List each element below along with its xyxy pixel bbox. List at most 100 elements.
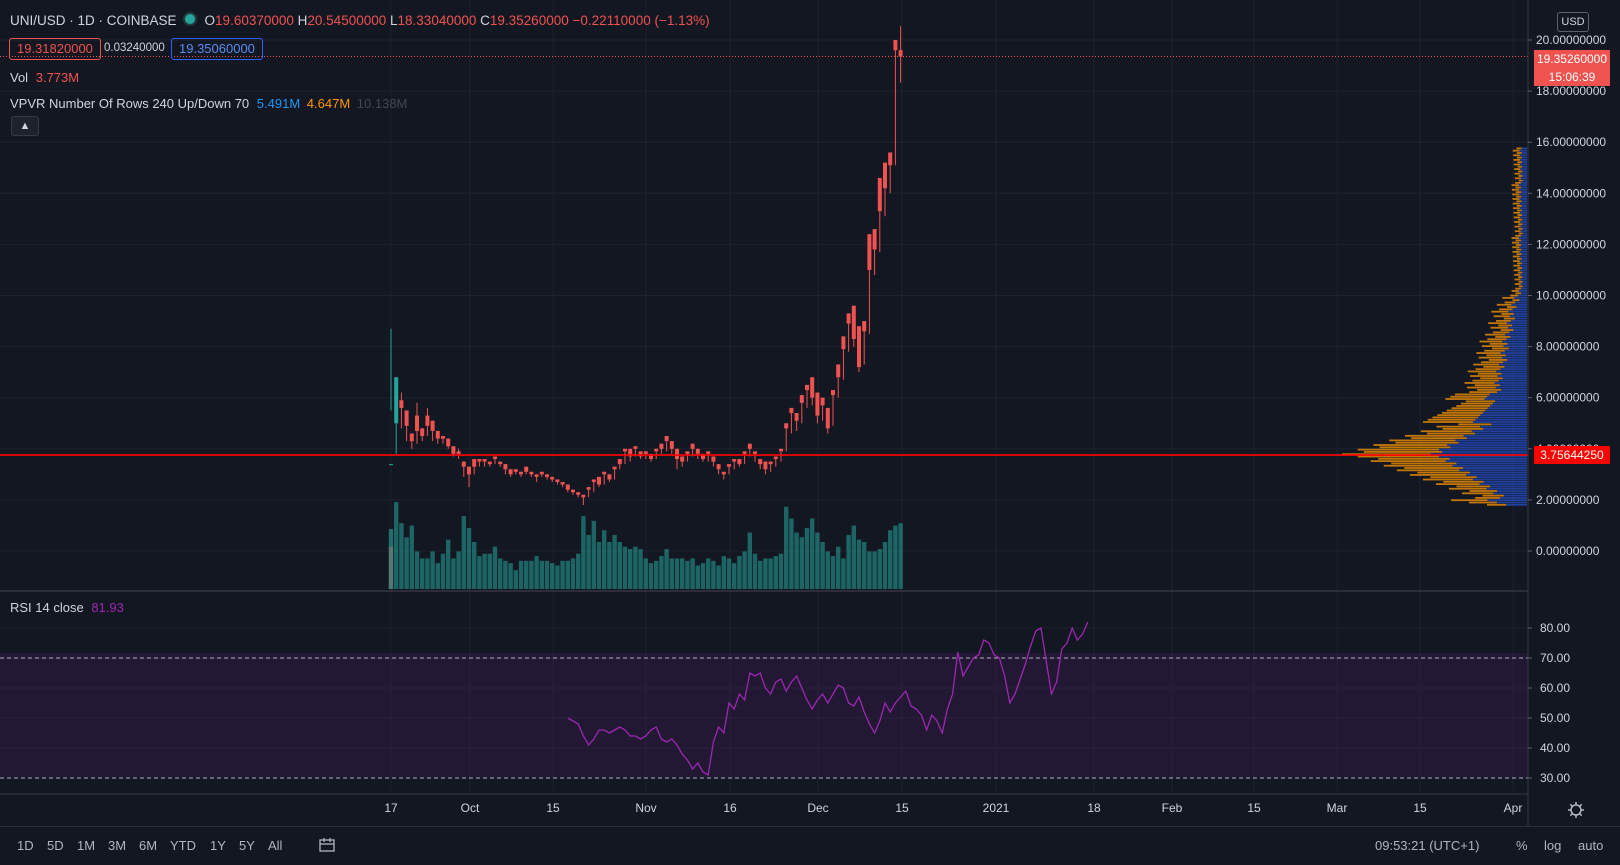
symbol-title[interactable]: UNI/USD · 1D · COINBASE [10, 13, 177, 28]
volume-bar [596, 542, 602, 589]
range-1y[interactable]: 1Y [210, 838, 226, 853]
volume-bar [633, 546, 638, 589]
candle-body [441, 436, 445, 439]
vpvr-legend[interactable]: VPVR Number Of Rows 240 Up/Down 70 5.491… [10, 96, 408, 111]
volume-bar [544, 560, 550, 589]
volume-bar [893, 525, 898, 589]
volume-bar [778, 553, 784, 589]
rsi-legend[interactable]: RSI 14 close 81.93 [10, 600, 124, 615]
low-value: 18.33040000 [397, 13, 477, 28]
buy-price-button[interactable]: 19.35060000 [171, 38, 263, 60]
candle-body [799, 395, 804, 403]
volume-bar [846, 534, 851, 589]
volume-legend[interactable]: Vol 3.773M [10, 70, 80, 85]
volume-bar [404, 537, 409, 589]
range-1d[interactable]: 1D [17, 838, 34, 853]
auto-scale-toggle[interactable]: auto [1578, 838, 1604, 853]
bottom-toolbar: 1D 5D 1M 3M 6M YTD 1Y 5Y All 09:53:21 (U… [0, 826, 1620, 865]
candle-body [389, 464, 393, 466]
time-tick-label: Oct [461, 801, 480, 815]
volume-bar [789, 518, 794, 589]
volume-bar [409, 525, 414, 589]
price-axis[interactable]: 20.00000000 18.00000000 16.00000000 14.0000… [1528, 33, 1606, 558]
range-ytd[interactable]: YTD [170, 838, 196, 853]
candle-body [451, 446, 456, 454]
volume-bar [456, 551, 461, 589]
price-chart[interactable]: 20.00000000 18.00000000 16.00000000 14.0000… [0, 0, 1620, 826]
volume-bar [508, 563, 513, 589]
candle-body [747, 443, 752, 449]
time-tick-label: 2021 [983, 801, 1010, 815]
volume-bar [700, 563, 706, 589]
candle-body [482, 459, 487, 462]
symbol-header: UNI/USD · 1D · COINBASE O19.60370000 H20.… [10, 12, 710, 28]
range-1m[interactable]: 1M [77, 838, 96, 853]
price-tick-label: 20.00000000 [1536, 33, 1606, 47]
range-all[interactable]: All [268, 838, 283, 853]
volume-bar [451, 558, 456, 589]
candle-body [638, 451, 643, 457]
rsi-axis[interactable]: 80.00 70.00 60.00 50.00 40.00 30.00 [1528, 621, 1570, 785]
candle-body [545, 474, 549, 477]
settings-gear-icon[interactable] [1568, 802, 1584, 818]
volume-bar [414, 551, 420, 589]
range-3m[interactable]: 3M [108, 838, 127, 853]
candle-body [581, 494, 586, 498]
clock-timezone[interactable]: 09:53:21 (UTC+1) [1375, 838, 1480, 853]
price-tick-label: 0.00000000 [1536, 544, 1600, 558]
time-tick-label: 18 [1087, 801, 1101, 815]
range-6m[interactable]: 6M [139, 838, 158, 853]
candle-body [456, 451, 461, 454]
volume-bar [872, 551, 877, 589]
volume-bar [602, 530, 607, 589]
candle-body [435, 430, 440, 439]
date-range-calendar-icon[interactable] [318, 836, 336, 854]
candle-body [831, 390, 835, 396]
candle-body [732, 459, 737, 462]
sell-price-button[interactable]: 19.31820000 [9, 38, 101, 60]
candle-body [623, 448, 627, 452]
candle-body [883, 162, 887, 189]
percent-scale-toggle[interactable]: % [1516, 838, 1528, 853]
candle-body [461, 461, 466, 467]
volume-bar [664, 549, 669, 589]
price-tick-label: 14.00000000 [1536, 186, 1606, 200]
range-5d[interactable]: 5D [47, 838, 64, 853]
volume-bar [758, 560, 763, 589]
volume-bar [794, 532, 799, 589]
volume-bar [472, 542, 477, 589]
candle-body [706, 451, 711, 454]
candle-body [659, 443, 664, 449]
price-tick-label: 2.00000000 [1536, 493, 1600, 507]
volume-bar [784, 506, 789, 589]
volume-bar [841, 558, 846, 589]
volume-bars [388, 502, 903, 589]
candle-body [539, 471, 544, 475]
candle-body [617, 459, 622, 465]
change-value: −0.22110000 (−1.13%) [572, 13, 710, 28]
candle-body [649, 453, 653, 460]
range-5y[interactable]: 5Y [239, 838, 255, 853]
time-tick-label: 15 [546, 801, 560, 815]
candle-body [794, 413, 799, 421]
candle-body [560, 482, 565, 485]
currency-button[interactable]: USD [1557, 12, 1589, 32]
volume-bar [695, 565, 700, 589]
candle-body [404, 410, 409, 426]
candle-body [867, 234, 872, 270]
candle-body [519, 471, 523, 475]
time-tick-label: 15 [895, 801, 909, 815]
candle-body [685, 451, 690, 454]
log-scale-toggle[interactable]: log [1544, 838, 1562, 853]
rsi-band [0, 653, 1528, 777]
price-tick-label: 18.00000000 [1536, 84, 1606, 98]
close-value: 19.35260000 [489, 13, 569, 28]
volume-bar [576, 553, 581, 589]
time-tick-label: Mar [1327, 801, 1348, 815]
time-axis[interactable]: 17 Oct 15 Nov 16 Dec 15 2021 18 Feb 15 Mar 15 Apr [384, 801, 1522, 815]
chevron-up-icon[interactable]: ▲ [11, 116, 39, 136]
volume-bar [898, 523, 903, 589]
candle-body [779, 448, 783, 452]
volume-bar [836, 546, 841, 589]
candle-body [773, 456, 778, 460]
